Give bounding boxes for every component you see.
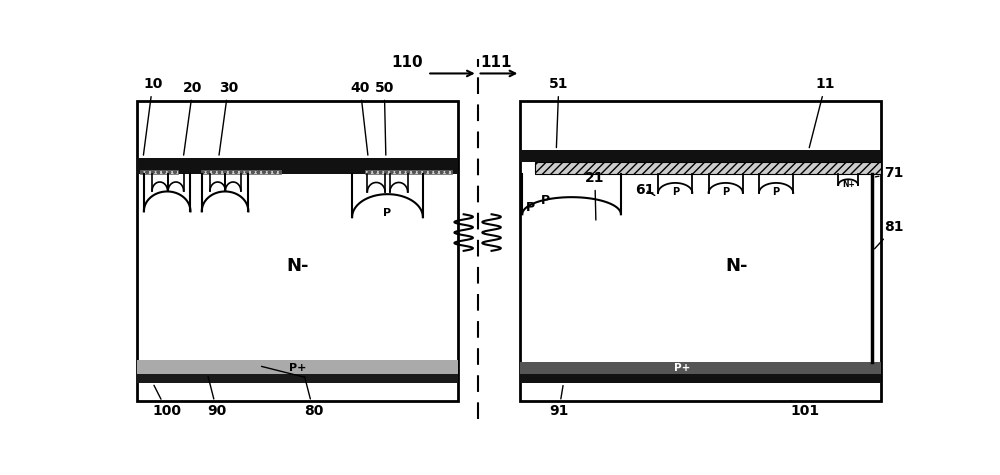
Text: P: P — [722, 187, 729, 197]
Text: 100: 100 — [153, 385, 182, 418]
Text: 30: 30 — [219, 81, 238, 155]
Text: N-: N- — [725, 257, 748, 275]
Text: 40: 40 — [351, 81, 370, 155]
Bar — [201, 170, 281, 174]
Bar — [520, 101, 881, 401]
Bar — [520, 362, 881, 374]
Text: P+: P+ — [674, 363, 691, 373]
Text: P: P — [541, 193, 550, 207]
Bar — [140, 170, 178, 174]
Text: N+: N+ — [842, 180, 855, 190]
Text: 20: 20 — [183, 81, 203, 155]
Text: P: P — [383, 209, 392, 218]
Bar — [365, 170, 452, 174]
Bar — [520, 374, 881, 383]
Bar — [137, 361, 458, 374]
Text: 11: 11 — [809, 77, 835, 148]
Text: 90: 90 — [207, 377, 227, 418]
Text: 61: 61 — [636, 183, 655, 197]
Text: P: P — [526, 201, 535, 214]
Text: 80: 80 — [304, 377, 323, 418]
Text: 51: 51 — [549, 77, 569, 148]
Text: 10: 10 — [143, 77, 162, 155]
Text: 71: 71 — [875, 166, 904, 180]
Text: P+: P+ — [289, 363, 306, 373]
Bar — [137, 374, 458, 383]
Bar — [137, 158, 458, 174]
Bar — [520, 151, 881, 162]
Text: 101: 101 — [791, 401, 820, 418]
Text: 91: 91 — [549, 386, 568, 418]
Text: 111: 111 — [481, 55, 512, 70]
Text: 81: 81 — [875, 220, 904, 249]
Text: P: P — [672, 187, 679, 197]
Text: P: P — [773, 187, 780, 197]
Text: 110: 110 — [392, 55, 423, 70]
Bar — [535, 162, 881, 174]
Text: 21: 21 — [585, 171, 605, 220]
Bar — [137, 101, 458, 401]
Text: 50: 50 — [375, 81, 394, 155]
Text: N-: N- — [286, 257, 309, 275]
